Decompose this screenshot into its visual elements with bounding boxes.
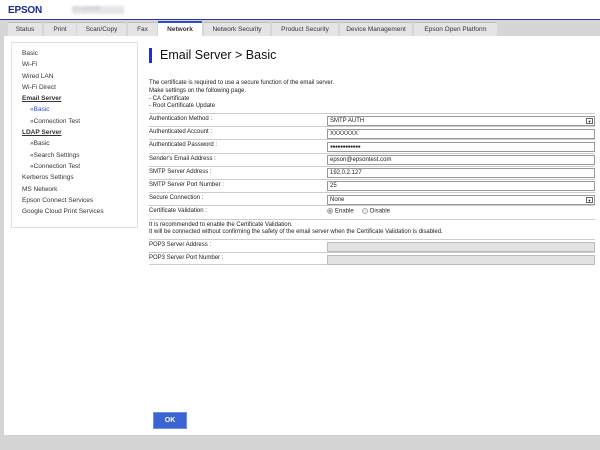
epson-logo: EPSON xyxy=(8,5,43,16)
auth-account-input[interactable]: XXXXXXX xyxy=(327,128,595,139)
header: EPSON LX-10000F xyxy=(0,0,600,19)
chevron-down-icon[interactable]: ▼ xyxy=(586,117,593,124)
sidebar-item-wifi-direct[interactable]: Wi-Fi Direct xyxy=(22,83,56,91)
root-certificate-link: - Root Certificate Update xyxy=(149,103,216,110)
ok-button[interactable]: OK xyxy=(153,412,187,429)
page-title: Email Server > Basic xyxy=(149,48,276,63)
note-line: It is recommended to enable the Certific… xyxy=(149,221,293,228)
sidebar-item-google-cloud-print[interactable]: Google Cloud Print Services xyxy=(22,208,104,216)
tab-scan-copy[interactable]: Scan/Copy xyxy=(77,22,126,37)
pop3-address-input xyxy=(327,241,595,252)
cert-validation-note: It is recommended to enable the Certific… xyxy=(149,218,595,240)
sidebar-item-basic[interactable]: Basic xyxy=(22,50,38,57)
sidebar-item-ms-network[interactable]: MS Network xyxy=(22,185,58,193)
tab-print[interactable]: Print xyxy=(44,22,76,37)
auth-account-label: Authenticated Account : xyxy=(149,129,213,136)
tab-device-management[interactable]: Device Management xyxy=(340,22,412,37)
sidebar-item-ldap-server[interactable]: LDAP Server xyxy=(22,129,62,137)
pop3-port-input xyxy=(327,254,595,265)
sidebar-item-ldap-connection-test[interactable]: »Connection Test xyxy=(30,162,81,170)
sidebar: Basic Wi-Fi Wired LAN Wi-Fi Direct Email… xyxy=(11,42,138,228)
intro-text: The certificate is required to use a sec… xyxy=(149,80,334,111)
sidebar-item-email-basic[interactable]: »Basic xyxy=(30,106,50,114)
sidebar-item-wired-lan[interactable]: Wired LAN xyxy=(22,72,54,80)
tab-product-security[interactable]: Product Security xyxy=(272,22,338,37)
tab-network-security[interactable]: Network Security xyxy=(204,22,270,37)
sender-email-input[interactable]: epson@epsontest.com xyxy=(327,155,595,166)
auth-password-input[interactable]: ●●●●●●●●●●●● xyxy=(327,141,595,152)
sidebar-item-wifi[interactable]: Wi-Fi xyxy=(22,61,38,69)
tab-bar: Status Print Scan/Copy Fax Network Netwo… xyxy=(0,19,600,37)
disable-radio[interactable] xyxy=(362,208,369,215)
pop3-port-label: POP3 Server Port Number : xyxy=(149,255,224,262)
chevron-down-icon[interactable]: ▼ xyxy=(586,196,593,203)
sidebar-item-email-connection-test[interactable]: »Connection Test xyxy=(30,117,81,125)
pop3-address-label: POP3 Server Address : xyxy=(149,242,212,249)
sender-email-label: Sender's Email Address : xyxy=(149,155,216,162)
tab-status[interactable]: Status xyxy=(8,22,42,37)
email-server-form: Authentication Method : SMTP AUTH ▼ Authe… xyxy=(149,113,595,266)
smtp-address-label: SMTP Server Address : xyxy=(149,168,212,175)
main-content xyxy=(4,36,600,435)
smtp-port-label: SMTP Server Port Number : xyxy=(149,181,224,188)
disable-label[interactable]: Disable xyxy=(370,208,391,215)
smtp-address-input[interactable]: 192.0.2.127 xyxy=(327,168,595,179)
tab-fax[interactable]: Fax xyxy=(128,22,157,37)
cert-validation-label: Certificate Validation : xyxy=(149,208,207,215)
sidebar-item-epson-connect[interactable]: Epson Connect Services xyxy=(22,196,94,204)
enable-label[interactable]: Enable xyxy=(335,208,354,215)
note-line: It will be connected without confirming … xyxy=(149,229,443,236)
cert-validation-radios: Enable Disable xyxy=(327,208,390,215)
ca-certificate-link: - CA Certificate xyxy=(149,95,190,102)
auth-method-label: Authentication Method : xyxy=(149,116,213,122)
sidebar-item-kerberos[interactable]: Kerberos Settings xyxy=(22,174,74,182)
smtp-port-input[interactable]: 25 xyxy=(327,181,595,192)
secure-connection-value: None xyxy=(330,196,345,203)
tab-network[interactable]: Network xyxy=(158,21,202,37)
sidebar-item-ldap-search-settings[interactable]: »Search Settings xyxy=(30,151,80,159)
model-name: LX-10000F xyxy=(72,6,124,14)
intro-line: The certificate is required to use a sec… xyxy=(149,80,335,86)
auth-method-value: SMTP AUTH xyxy=(330,117,365,124)
enable-radio[interactable] xyxy=(327,208,333,215)
secure-connection-select[interactable]: None ▼ xyxy=(327,194,595,205)
intro-line: Make settings on the following page. xyxy=(149,87,247,94)
auth-password-label: Authenticated Password : xyxy=(149,142,218,149)
tab-epson-open-platform[interactable]: Epson Open Platform xyxy=(414,22,497,37)
auth-method-select[interactable]: SMTP AUTH ▼ xyxy=(327,115,595,126)
sidebar-item-email-server[interactable]: Email Server xyxy=(22,95,62,103)
sidebar-item-ldap-basic[interactable]: »Basic xyxy=(30,140,50,148)
secure-connection-label: Secure Connection : xyxy=(149,195,204,202)
